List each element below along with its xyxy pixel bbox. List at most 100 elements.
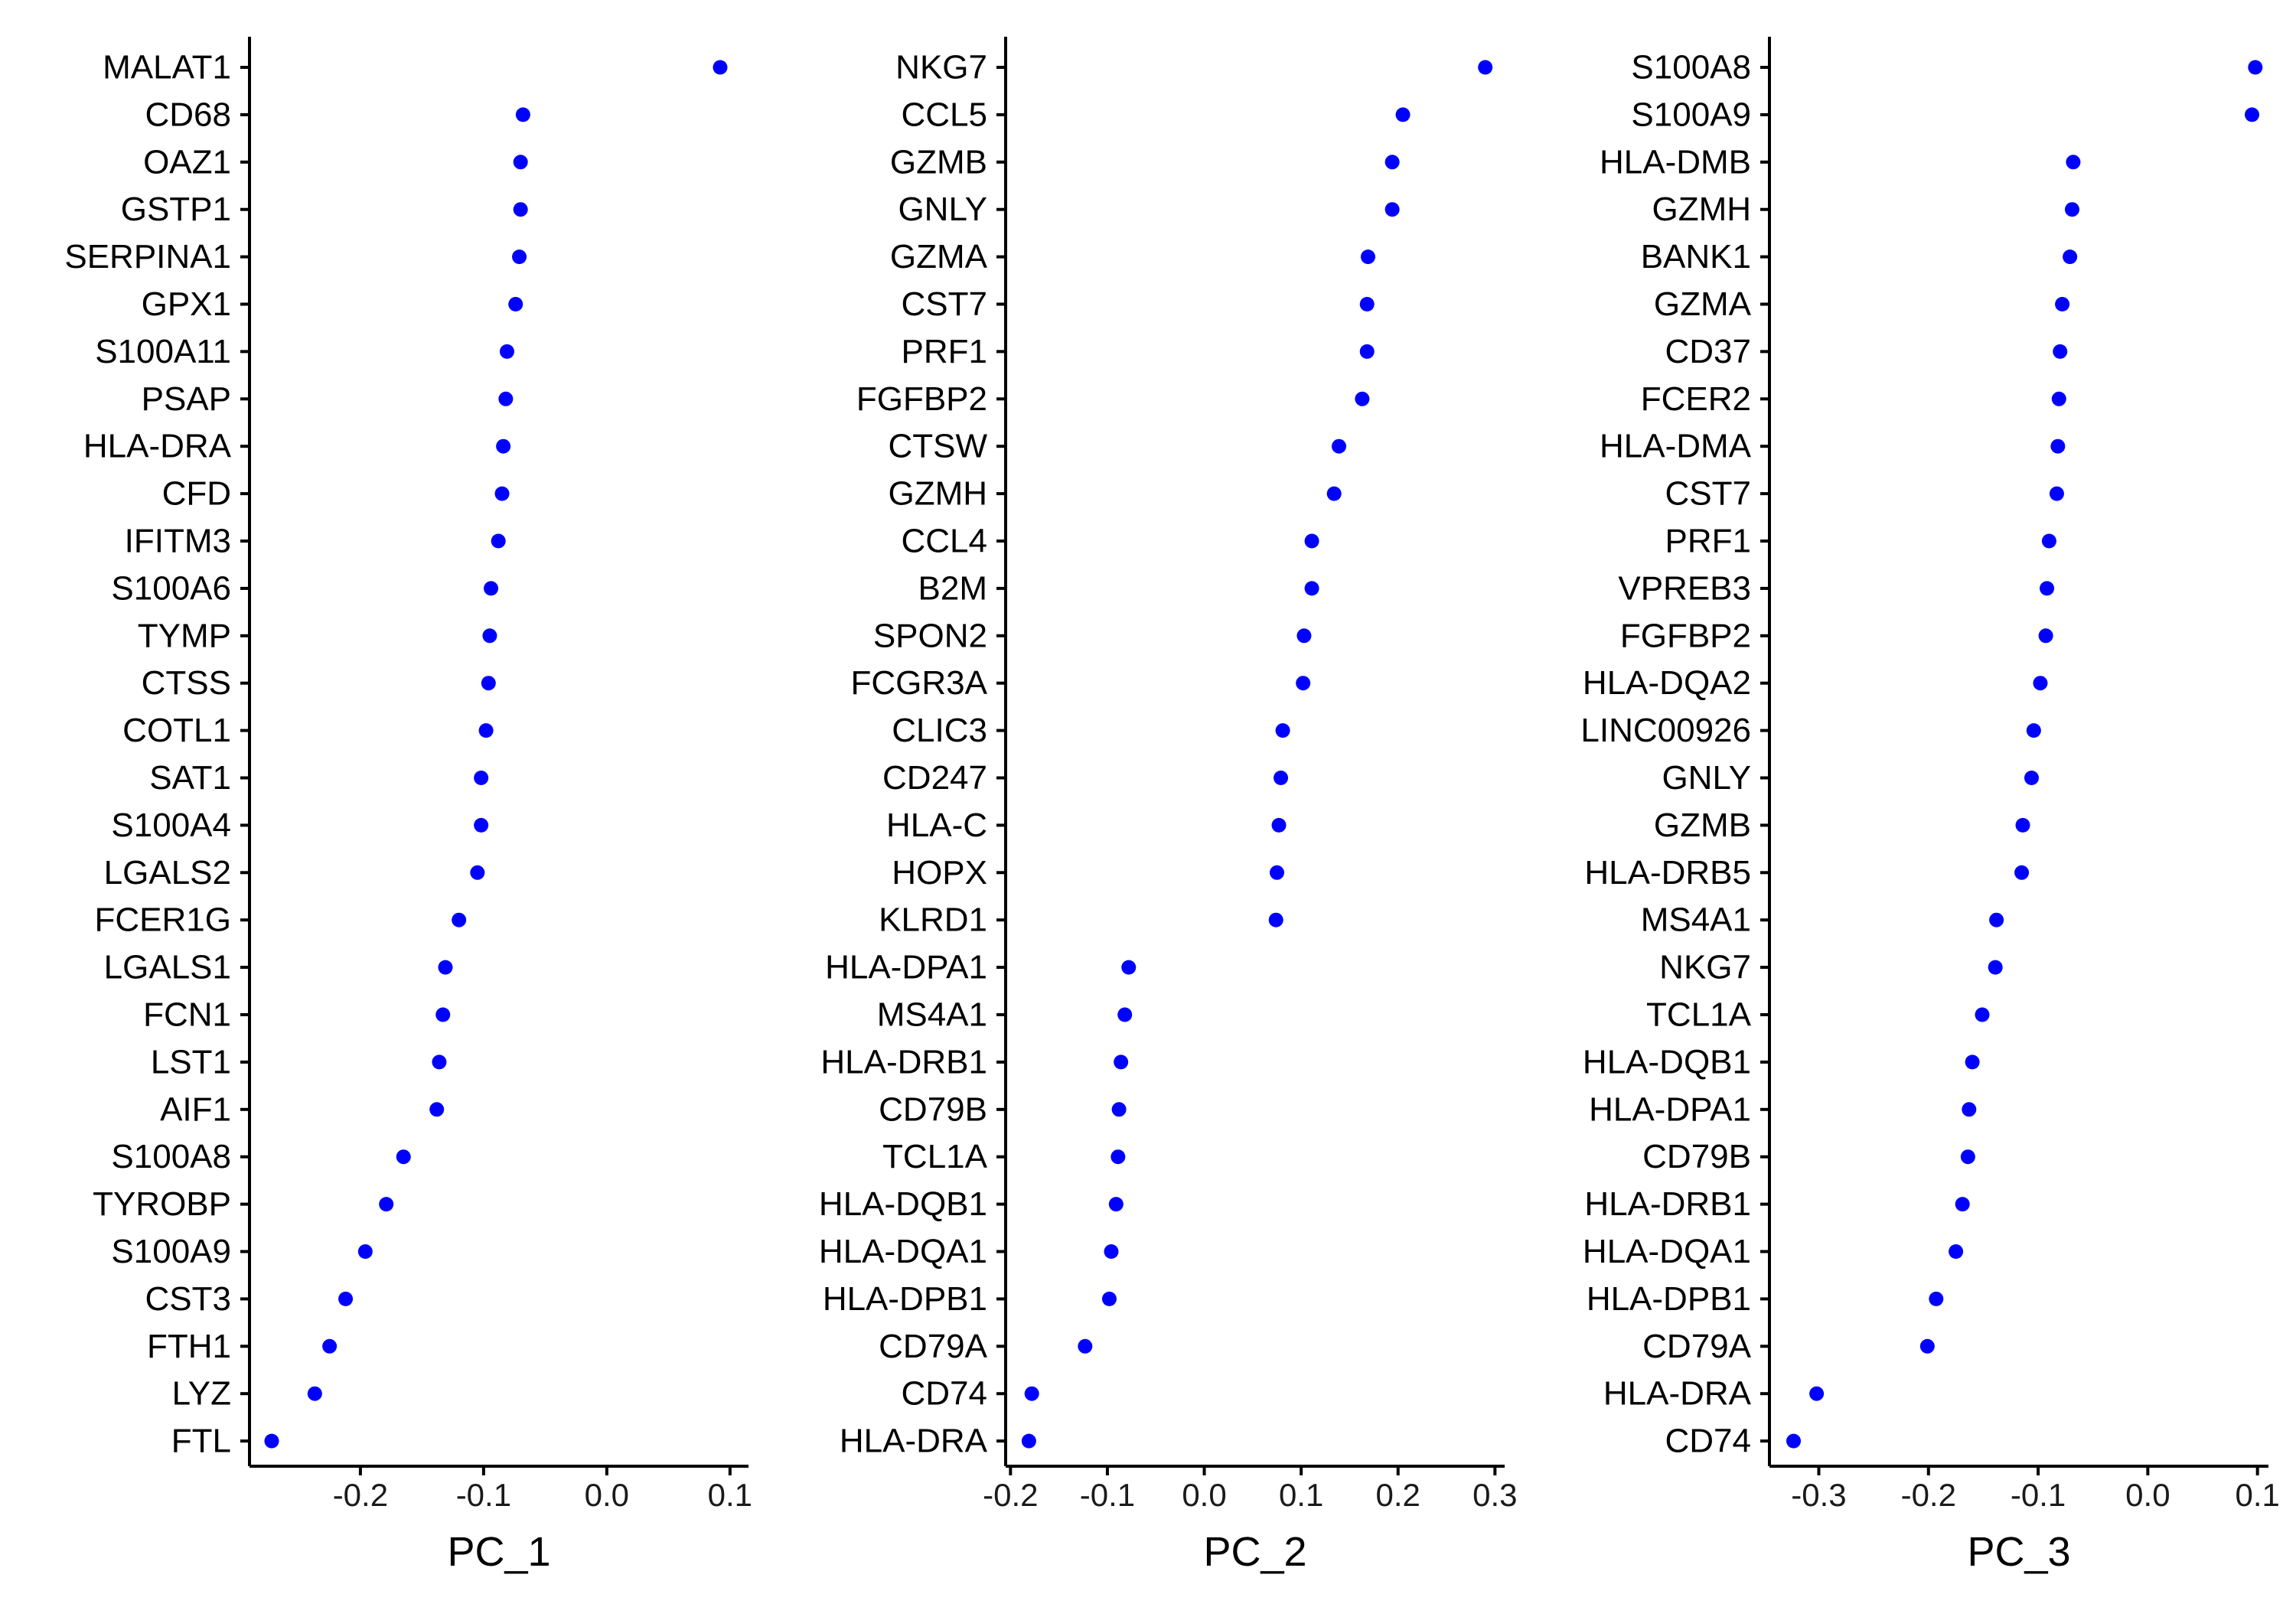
gene-label: HLA-DQB1 — [1583, 1043, 1751, 1081]
gene-label: LGALS1 — [104, 949, 231, 986]
gene-label: PRF1 — [1665, 523, 1751, 560]
gene-label: LINC00926 — [1580, 712, 1751, 749]
gene-label: GZMA — [1654, 285, 1752, 323]
loading-point — [1786, 1433, 1802, 1449]
gene-label: GNLY — [1662, 759, 1751, 797]
gene-label: CFD — [162, 475, 231, 513]
gene-label: COTL1 — [122, 712, 231, 749]
pc1-panel: MALAT1 CD68 OAZ1 GSTP1 SERPINA1 GPX1 S100A11 PS… — [64, 37, 752, 1575]
loading-point — [2066, 155, 2081, 170]
gene-label: NKG7 — [1659, 949, 1751, 986]
gene-label: HLA-DQA1 — [819, 1233, 987, 1270]
loading-point — [1078, 1338, 1093, 1354]
gene-label: FGFBP2 — [856, 380, 987, 418]
x-tick-label: -0.3 — [1791, 1477, 1846, 1513]
loading-point — [2248, 60, 2263, 75]
gene-label: TYMP — [138, 617, 231, 654]
loading-point — [2040, 581, 2055, 596]
loading-point — [478, 723, 494, 738]
loading-point — [2049, 486, 2064, 501]
gene-label: FTL — [171, 1423, 231, 1460]
gene-label: FCN1 — [143, 996, 231, 1034]
loading-point — [338, 1291, 354, 1306]
x-axis-title: PC_3 — [1967, 1529, 2070, 1575]
gene-label: GPX1 — [142, 285, 231, 323]
x-tick-label: 0.0 — [1182, 1477, 1226, 1513]
loading-point — [482, 628, 497, 644]
gene-label: FCER1G — [95, 901, 231, 939]
loading-point — [1949, 1244, 1964, 1259]
gene-label: HLA-DMB — [1600, 143, 1751, 181]
gene-label: CTSS — [142, 664, 231, 702]
gene-label: BANK1 — [1641, 238, 1751, 275]
loading-point — [494, 486, 510, 501]
loading-point — [498, 391, 514, 406]
loading-point — [474, 771, 489, 785]
loading-point — [481, 676, 496, 691]
gene-label: HLA-DPA1 — [825, 949, 987, 986]
loading-point — [1326, 486, 1342, 501]
loading-point — [513, 155, 528, 170]
gene-label: CD37 — [1665, 333, 1752, 370]
loading-point — [2033, 676, 2048, 691]
gene-label: SPON2 — [873, 617, 987, 654]
loading-point — [1355, 391, 1370, 406]
gene-label: CST3 — [145, 1280, 231, 1318]
gene-label: HLA-DQA2 — [1583, 664, 1751, 702]
gene-label: GSTP1 — [121, 191, 231, 228]
x-axis-title: PC_1 — [447, 1529, 550, 1575]
gene-label: AIF1 — [160, 1090, 231, 1128]
loading-point — [2026, 723, 2041, 738]
gene-label: CLIC3 — [892, 712, 987, 749]
gene-label: CD247 — [882, 759, 987, 797]
loading-point — [1110, 1149, 1126, 1165]
gene-label: CD79B — [1642, 1138, 1751, 1175]
gene-label: LGALS2 — [104, 854, 231, 892]
loading-point — [1021, 1433, 1036, 1449]
gene-label: B2M — [918, 569, 987, 607]
gene-label: GZMH — [1652, 191, 1751, 228]
gene-label: KLRD1 — [879, 901, 987, 939]
x-tick-label: 0.1 — [1279, 1477, 1323, 1513]
gene-label: CCL4 — [902, 523, 988, 560]
loading-point — [2038, 628, 2053, 644]
loading-point — [2050, 438, 2066, 454]
loading-point — [1988, 960, 2003, 975]
loading-point — [1395, 107, 1411, 122]
loading-point — [515, 107, 530, 122]
x-tick-label: -0.2 — [1901, 1477, 1956, 1513]
loading-point — [2053, 344, 2068, 359]
loading-point — [379, 1197, 394, 1212]
gene-label: GZMB — [890, 143, 987, 181]
loading-point — [1296, 676, 1311, 691]
gene-label: PSAP — [142, 380, 231, 418]
loading-point — [1269, 865, 1284, 880]
gene-label: VPREB3 — [1618, 569, 1751, 607]
loading-point — [513, 202, 528, 217]
loading-point — [1965, 1054, 1980, 1070]
x-axis-title: PC_2 — [1203, 1529, 1306, 1575]
gene-label: LST1 — [151, 1043, 231, 1081]
gene-label: S100A8 — [111, 1138, 231, 1175]
loading-point — [1360, 249, 1375, 265]
loading-point — [1268, 912, 1283, 927]
loading-point — [474, 817, 489, 833]
loading-point — [2051, 391, 2066, 406]
loading-point — [2041, 533, 2056, 549]
x-tick-label: 0.0 — [585, 1477, 629, 1513]
gene-label: HLA-DQA1 — [1583, 1233, 1751, 1270]
loading-point — [2015, 817, 2030, 833]
loading-point — [432, 1054, 447, 1070]
gene-label: CD74 — [902, 1375, 988, 1413]
loading-point — [713, 60, 728, 75]
loading-point — [2024, 771, 2039, 785]
loading-point — [499, 344, 514, 359]
loading-point — [1989, 912, 2004, 927]
loading-point — [1101, 1291, 1117, 1306]
gene-label: HLA-DMA — [1600, 428, 1752, 465]
gene-label: HLA-DRB5 — [1584, 854, 1751, 892]
gene-label: CST7 — [902, 285, 987, 323]
loading-point — [508, 297, 523, 311]
loading-point — [1117, 1007, 1133, 1022]
gene-label: HLA-C — [886, 807, 987, 844]
